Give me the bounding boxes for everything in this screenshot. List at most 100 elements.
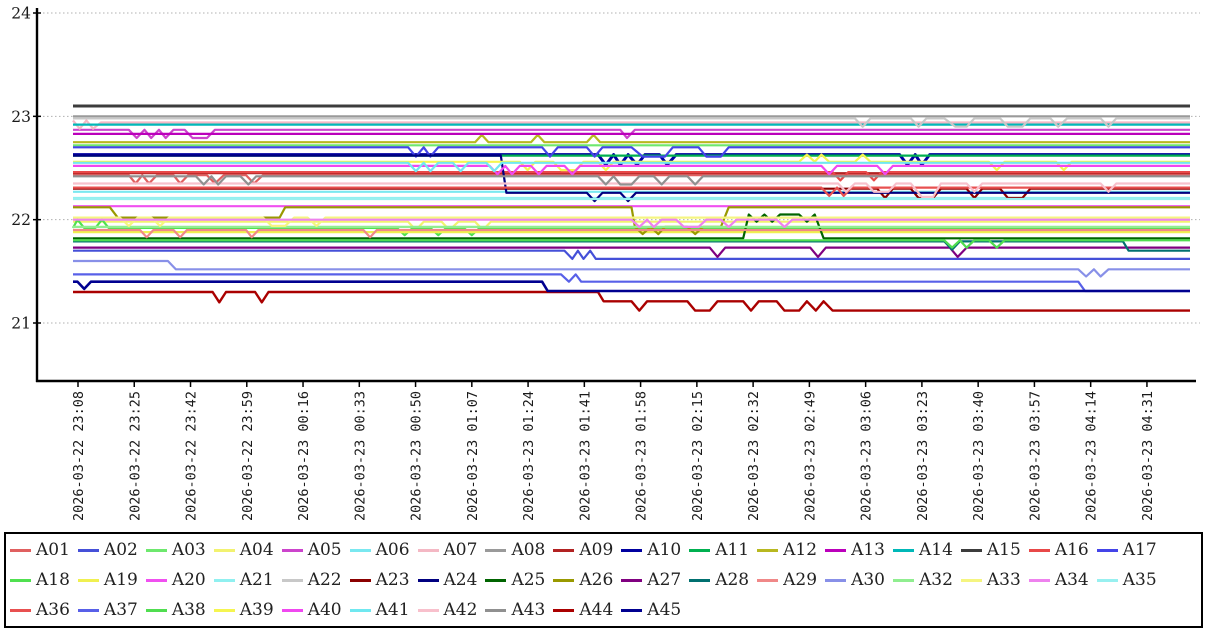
legend-swatch-icon (485, 548, 507, 552)
legend-item-A38: A38 (145, 595, 206, 625)
legend-item-A20: A20 (145, 565, 206, 595)
legend-label: A35 (1122, 569, 1157, 590)
x-tick-label: 2026-03-23 00:16 (296, 391, 312, 521)
legend-label: A18 (36, 569, 70, 590)
legend-item-A27: A27 (621, 565, 681, 595)
legend-label: A34 (1054, 569, 1089, 590)
legend-swatch-icon (213, 548, 235, 552)
x-tick-label: 2026-03-23 01:24 (521, 391, 537, 521)
legend-label: A02 (103, 539, 138, 560)
legend-label: A04 (239, 539, 274, 560)
legend-swatch-icon (621, 608, 643, 612)
chart-canvas: 24 23 22 21 2026-03-22 23:08 2026-03-22 23:25… (11, 5, 1200, 521)
legend-swatch-icon (757, 548, 779, 552)
legend-item-A13: A13 (825, 535, 885, 565)
legend-label: A03 (171, 539, 206, 560)
legend-label: A22 (307, 569, 342, 590)
legend-swatch-icon (1028, 548, 1050, 552)
series-line-A02 (73, 249, 1190, 260)
legend-swatch-icon (621, 578, 643, 582)
legend-item-A09: A09 (553, 535, 613, 565)
legend-item-A26: A26 (553, 565, 613, 595)
series-line-A40 (73, 164, 1190, 176)
x-tick-label: 2026-03-22 23:42 (184, 391, 200, 521)
legend-label: A17 (1122, 539, 1157, 560)
series-line-A37 (73, 273, 1190, 293)
legend-label: A26 (579, 569, 614, 590)
x-tick-label: 2026-03-23 01:41 (577, 391, 593, 521)
legend-swatch-icon (145, 548, 167, 552)
legend-swatch-icon (485, 608, 507, 612)
legend-label: A19 (103, 569, 138, 590)
legend-swatch-icon (417, 608, 439, 612)
series-line-A43 (73, 175, 1190, 186)
legend-item-A08: A08 (485, 535, 545, 565)
x-tick-label: 2026-03-23 01:58 (634, 391, 650, 521)
legend-swatch-icon (281, 548, 303, 552)
y-tick-label: 21 (11, 314, 31, 332)
series-line-A42 (73, 182, 1190, 198)
series-line-A28 (73, 240, 1190, 252)
legend-label: A23 (375, 569, 410, 590)
series-line-A33 (73, 216, 1190, 227)
legend-swatch-icon (553, 578, 575, 582)
legend-label: A11 (715, 539, 750, 560)
legend-item-A12: A12 (757, 535, 817, 565)
series-line-A22 (73, 117, 1190, 128)
legend-item-A25: A25 (485, 565, 545, 595)
legend-label: A36 (36, 599, 70, 620)
legend-swatch-icon (621, 548, 643, 552)
legend-swatch-icon (757, 578, 779, 582)
legend-item-A01: A01 (10, 535, 70, 565)
legend-swatch-icon (10, 608, 31, 612)
legend-item-A34: A34 (1028, 565, 1089, 595)
x-tick-label: 2026-03-23 02:15 (690, 391, 706, 521)
legend-label: A30 (851, 569, 885, 590)
series-line-A12 (73, 133, 1190, 144)
legend-label: A29 (783, 569, 818, 590)
x-tick-label: 2026-03-23 04:31 (1140, 391, 1156, 521)
legend-swatch-icon (689, 578, 711, 582)
series-line-A38 (73, 239, 1190, 249)
legend-swatch-icon (892, 578, 914, 582)
legend-label: A09 (579, 539, 614, 560)
legend-label: A41 (375, 599, 410, 620)
legend-swatch-icon (145, 578, 167, 582)
legend-item-A19: A19 (77, 565, 138, 595)
legend-item-A04: A04 (213, 535, 274, 565)
legend-swatch-icon (213, 578, 235, 582)
x-tick-label: 2026-03-23 04:14 (1084, 391, 1100, 521)
legend-label: A01 (36, 539, 70, 560)
legend-swatch-icon (77, 548, 99, 552)
legend-swatch-icon (417, 548, 439, 552)
legend-label: A37 (103, 599, 138, 620)
legend-item-A32: A32 (892, 565, 953, 595)
legend-item-A45: A45 (621, 595, 681, 625)
legend-label: A40 (307, 599, 342, 620)
x-tick-label: 2026-03-22 23:25 (127, 391, 143, 521)
legend-swatch-icon (417, 578, 439, 582)
legend-item-A29: A29 (757, 565, 817, 595)
legend-item-A06: A06 (349, 535, 410, 565)
legend-item-A44: A44 (553, 595, 613, 625)
legend-label: A42 (443, 599, 478, 620)
legend-label: A15 (986, 539, 1021, 560)
legend-item-A02: A02 (77, 535, 138, 565)
legend-swatch-icon (10, 548, 31, 552)
legend-swatch-icon (213, 608, 235, 612)
legend-label: A44 (579, 599, 614, 620)
legend-item-A35: A35 (1096, 565, 1157, 595)
legend-label: A38 (171, 599, 206, 620)
y-tick-label: 23 (11, 108, 31, 126)
legend-item-A37: A37 (77, 595, 138, 625)
legend-label: A06 (375, 539, 410, 560)
legend-item-A07: A07 (417, 535, 477, 565)
legend-swatch-icon (825, 548, 847, 552)
legend-item-A40: A40 (281, 595, 342, 625)
legend-swatch-icon (960, 548, 982, 552)
legend-item-A43: A43 (485, 595, 545, 625)
legend-swatch-icon (349, 578, 371, 582)
legend-item-A28: A28 (689, 565, 749, 595)
legend-swatch-icon (825, 578, 847, 582)
